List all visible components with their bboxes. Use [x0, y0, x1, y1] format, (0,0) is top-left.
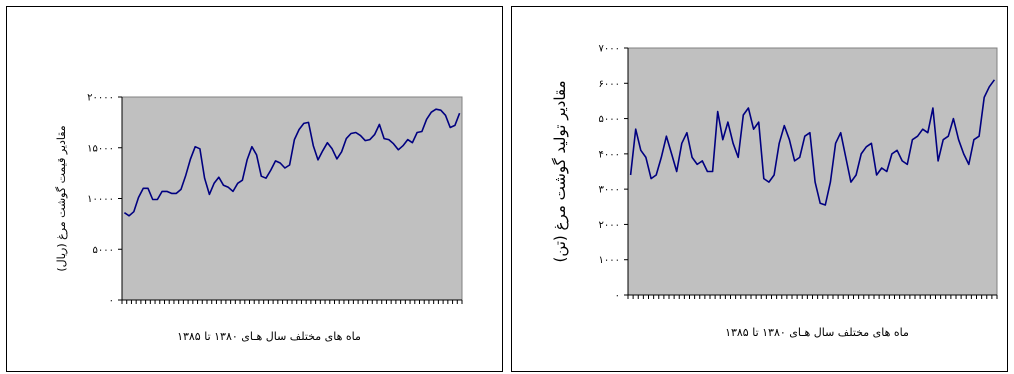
production-y-tick-label: ۴۰۰۰: [599, 149, 620, 160]
price-y-tick-label: ۱۰۰۰۰: [87, 194, 114, 205]
production-y-tick-label: ۲۰۰۰: [599, 220, 620, 231]
production-y-tick-label: ۳۰۰۰: [599, 185, 620, 196]
production-y-tick-label: ۱۰۰۰: [599, 255, 620, 266]
price-y-tick-label: ۰: [109, 296, 114, 307]
price-x-axis-title: ماه های مختلف سال هـای ۱۳۸۰ تا ۱۳۸۵: [177, 330, 361, 343]
chart-panel-price: ۰ ۵۰۰۰ ۱۰۰۰۰ ۱۵۰۰۰ ۲۰۰۰۰ مقادیر قیمت گوشت مرغ…: [6, 6, 503, 372]
production-y-tick-label: ۵۰۰۰: [599, 114, 620, 125]
production-x-axis-title: ماه های مختلف سال هـای ۱۳۸۰ تا ۱۳۸۵: [725, 326, 909, 339]
price-y-axis-title: مقادیر قیمت گوشت مرغ (ریال): [55, 125, 68, 271]
production-plot-area: [627, 47, 998, 296]
production-y-tick-label: ۰: [615, 291, 620, 302]
production-y-tick-label: ۷۰۰۰: [599, 44, 620, 55]
price-y-tick-label: ۵۰۰۰: [93, 245, 114, 256]
price-y-tick-label: ۱۵۰۰۰: [87, 143, 114, 154]
production-y-axis-title: مقادیر تولید گوشت مرغ (تن): [551, 80, 569, 262]
production-y-tick-label: ۶۰۰۰: [599, 79, 620, 90]
price-series-line: [123, 108, 461, 217]
production-series-line: [629, 79, 996, 206]
price-plot-area: [121, 96, 463, 301]
chart-panel-production: ۰ ۱۰۰۰ ۲۰۰۰ ۳۰۰۰ ۴۰۰۰ ۵۰۰۰ ۶۰۰۰ ۷۰۰۰ مقادیر تولی…: [511, 6, 1008, 372]
price-y-tick-label: ۲۰۰۰۰: [87, 93, 114, 104]
price-chart-svg: ۰ ۵۰۰۰ ۱۰۰۰۰ ۱۵۰۰۰ ۲۰۰۰۰ مقادیر قیمت گوشت مرغ…: [55, 93, 463, 343]
production-chart-svg: ۰ ۱۰۰۰ ۲۰۰۰ ۳۰۰۰ ۴۰۰۰ ۵۰۰۰ ۶۰۰۰ ۷۰۰۰ مقادیر تولی…: [551, 44, 998, 339]
